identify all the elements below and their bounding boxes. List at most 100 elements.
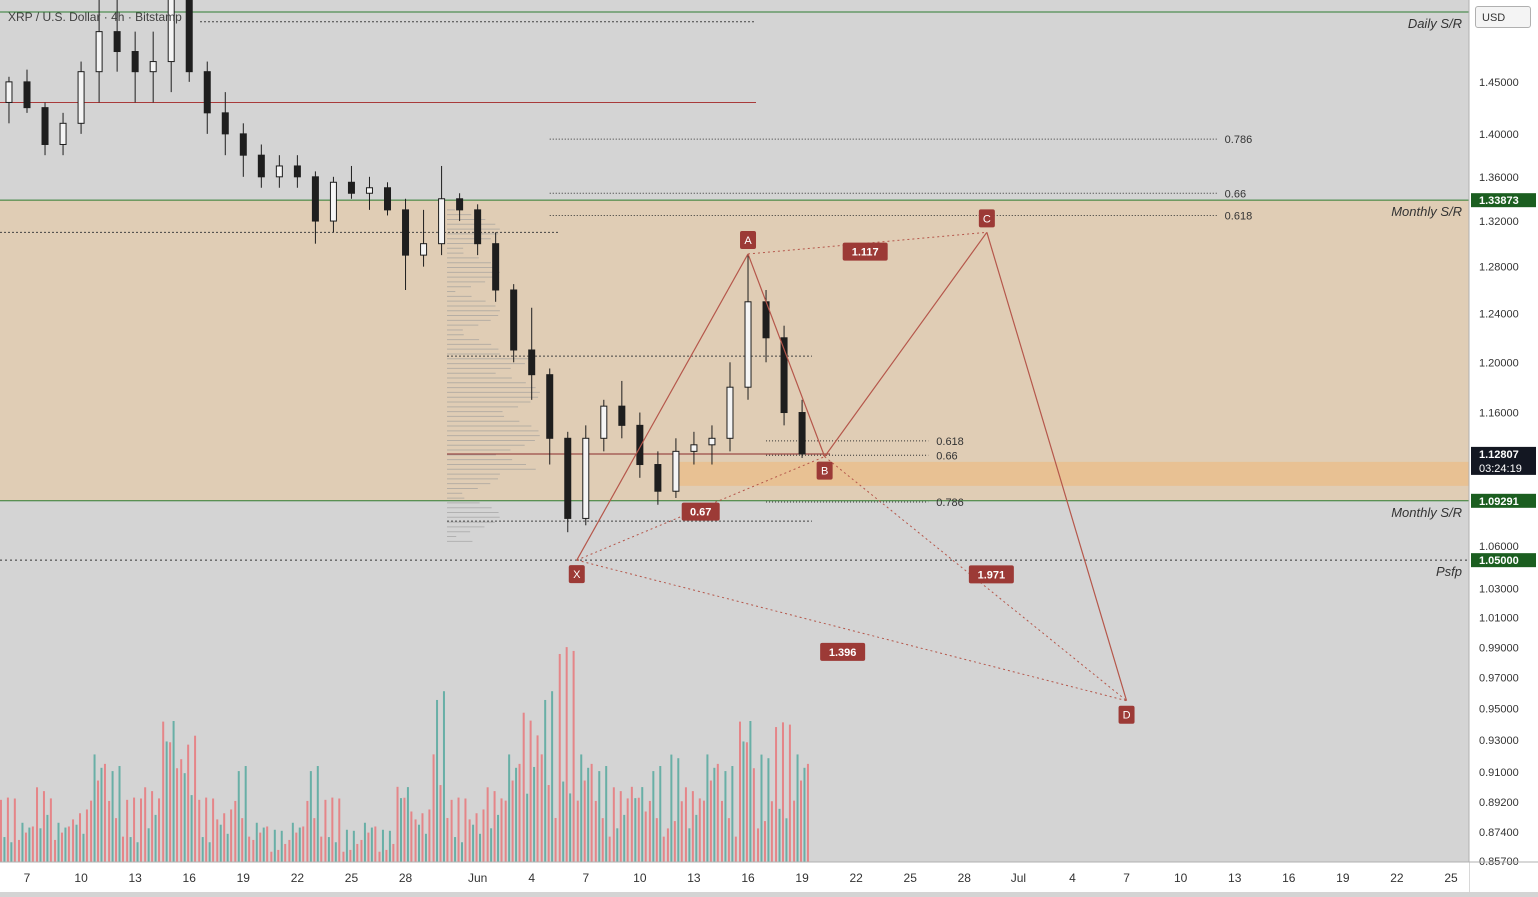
volume-bar [334, 842, 337, 862]
volume-bar [590, 763, 593, 862]
time-tick: Jul [1011, 871, 1026, 885]
candle-body [131, 51, 139, 73]
candle-body [726, 386, 734, 439]
volume-bar [97, 780, 100, 862]
volume-bar [6, 797, 9, 862]
point-marker [568, 565, 585, 584]
volume-bar [637, 797, 640, 862]
point-marker [1118, 705, 1135, 724]
price-badge-label: 1.12807 [1479, 449, 1519, 461]
time-tick: 10 [1174, 871, 1188, 885]
ratio-badge [968, 565, 1014, 584]
volume-bar [616, 828, 619, 862]
volume-bar [284, 843, 287, 862]
volume-bar [67, 826, 70, 862]
fib-label: 0.786 [936, 497, 964, 509]
time-tick: 28 [399, 871, 413, 885]
volume-bar [176, 768, 179, 862]
volume-bar [677, 758, 680, 862]
volume-bar [684, 787, 687, 862]
volume-bar [626, 798, 629, 862]
volume-bar [623, 814, 626, 862]
volume-bar [234, 800, 237, 862]
time-tick: 16 [183, 871, 197, 885]
volume-bar [349, 849, 352, 862]
volume-bar [115, 818, 118, 862]
volume-bar [793, 800, 796, 862]
volume-bar [709, 780, 712, 862]
candle-body [564, 437, 572, 519]
volume-bar [800, 780, 803, 862]
point-label-X: X [573, 569, 581, 581]
candle-body [113, 31, 121, 53]
volume-bar [727, 818, 730, 862]
volume-bar [648, 800, 651, 862]
price-badge [1471, 446, 1536, 475]
volume-bar [432, 754, 435, 862]
ratio-badge [820, 642, 866, 661]
time-tick: 19 [237, 871, 251, 885]
volume-bar [572, 650, 575, 862]
volume-bar [691, 791, 694, 862]
volume-bar [688, 828, 691, 862]
volume-bar [237, 771, 240, 862]
volume-bar [724, 771, 727, 862]
point-marker [816, 461, 833, 480]
volume-bar [241, 818, 244, 862]
volume-bar [46, 814, 49, 862]
volume-bar [659, 766, 662, 862]
volume-bar [666, 828, 669, 862]
volume-bar [558, 653, 561, 862]
volume-bar [630, 786, 633, 862]
candle-body [654, 464, 662, 492]
candle-body [347, 181, 355, 194]
candle-body [636, 424, 644, 466]
time-tick: 25 [904, 871, 918, 885]
fib-label: 0.618 [936, 436, 964, 448]
volume-bar [745, 742, 748, 862]
volume-bar [291, 822, 294, 862]
price-tick: 1.40000 [1479, 129, 1519, 141]
volume-bar [36, 787, 39, 862]
fib-label: 0.66 [936, 450, 957, 462]
currency-selector[interactable]: USD [1475, 6, 1531, 28]
volume-bar [739, 721, 741, 862]
volume-bar [806, 763, 809, 862]
volume-bar [760, 754, 763, 862]
time-tick: Jun [468, 871, 487, 885]
ratio-badge [681, 502, 720, 521]
volume-bar [172, 721, 175, 862]
candle-body [311, 176, 319, 222]
volume-bar [778, 808, 781, 862]
volume-bar [518, 763, 521, 862]
volume-bar [460, 842, 463, 862]
volume-bar [421, 813, 424, 862]
volume-bar [320, 836, 323, 862]
volume-bar [662, 836, 665, 862]
volume-bar [342, 851, 345, 862]
volume-bar [608, 836, 611, 862]
volume-bar [587, 767, 590, 862]
volume-bar [266, 826, 269, 862]
ratio-label: 1.396 [829, 647, 857, 659]
volume-bar [475, 813, 478, 862]
volume-bar [133, 797, 136, 862]
time-tick: 22 [291, 871, 305, 885]
volume-bar [367, 832, 370, 862]
volume-bar [605, 766, 608, 862]
time-tick: 19 [1336, 871, 1350, 885]
candle-body [275, 165, 283, 178]
candle-body [239, 133, 247, 156]
volume-bar [486, 787, 489, 862]
volume-bar [562, 781, 565, 862]
volume-bar [273, 829, 276, 862]
volume-bar [277, 849, 280, 862]
volume-bar [0, 799, 2, 862]
candle-body [203, 71, 211, 114]
time-tick: 22 [1390, 871, 1404, 885]
time-tick: 7 [24, 871, 31, 885]
volume-bar [280, 830, 283, 862]
level-label: Monthly S/R [1391, 204, 1462, 219]
